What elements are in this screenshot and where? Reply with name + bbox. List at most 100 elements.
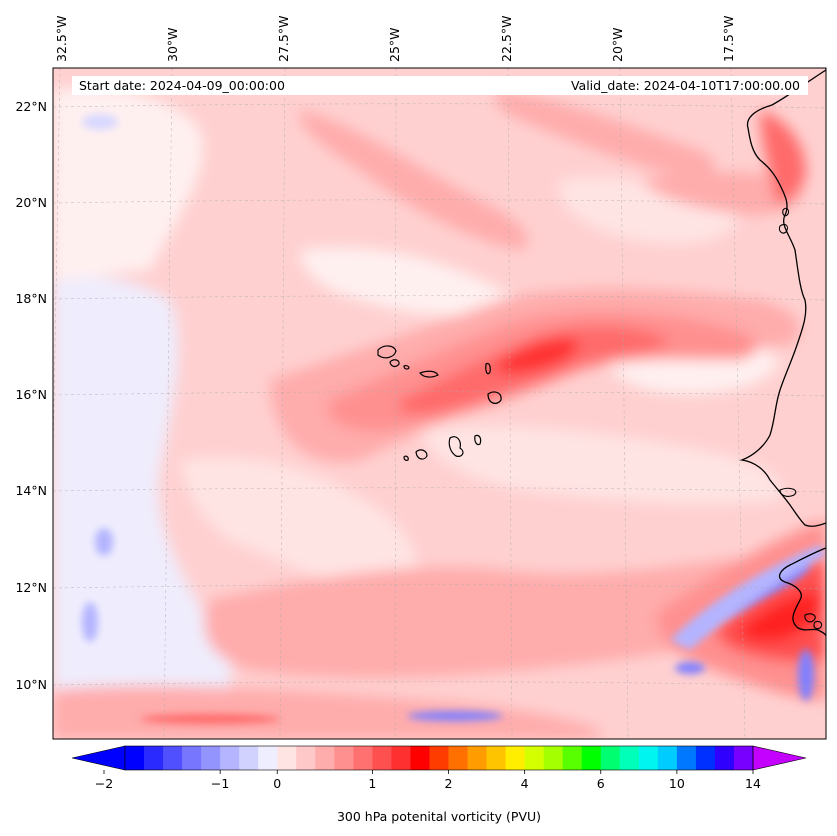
pv-low-region-west: [53, 276, 232, 716]
colorbar-segment: [125, 746, 145, 770]
colorbar-segment: [733, 746, 754, 770]
colorbar-segment: [657, 746, 678, 770]
island-maio: [474, 434, 482, 446]
pv-coast-strip: [760, 110, 806, 204]
map-frame: [52, 67, 827, 740]
colorbar-tick-label: −1: [211, 776, 229, 791]
lon-label: 27.5°W: [276, 16, 291, 62]
colorbar-segment: [144, 746, 164, 770]
pv-jet-core: [495, 337, 579, 374]
pv-contour-fills: [53, 87, 826, 739]
colorbar-over-arrow: [752, 745, 807, 771]
graticule: [53, 68, 826, 739]
island-santiago: [448, 436, 464, 457]
colorbar-segment: [182, 746, 202, 770]
lon-label: 25°W: [387, 27, 402, 62]
island-santo-antao: [377, 345, 397, 359]
lat-label: 18°N: [15, 291, 47, 306]
cape-verde-islands: [377, 345, 502, 461]
pv-negative-se-light: [670, 545, 826, 650]
lon-label: 22.5°W: [499, 16, 514, 62]
colorbar-segment: [676, 746, 697, 770]
colorbar-under-arrow: [71, 745, 126, 771]
colorbar-segment: [163, 746, 183, 770]
pv-very-light-west: [53, 87, 204, 280]
colorbar-segment: [201, 746, 221, 770]
colorbar-tick-label: 1: [368, 776, 376, 791]
pv-band-south: [204, 559, 797, 678]
colorbar-segment: [543, 746, 564, 770]
lon-label: 20°W: [610, 27, 625, 62]
island-boa-vista: [487, 391, 502, 404]
negative-pv-patches: [82, 114, 826, 724]
pv-band-north-1: [299, 110, 528, 250]
colorbar-segment: [277, 746, 297, 770]
pv-negative-south: [407, 711, 503, 721]
colorbar-segment: [467, 746, 487, 770]
lat-label: 14°N: [15, 483, 47, 498]
colorbar-ticks: −2 −1 0 1 2 4 6 10 14: [95, 770, 761, 791]
colorbar-segment: [353, 746, 373, 770]
gambia-outline: [779, 487, 797, 497]
lat-label: 20°N: [15, 195, 47, 210]
island-fogo: [415, 449, 428, 460]
colorbar-tick-label: 14: [745, 776, 761, 791]
bissagos-islands: [804, 613, 823, 630]
colorbar-segment: [562, 746, 583, 770]
coastline-south: [778, 547, 826, 637]
start-date-text: Start date: 2024-04-09_00:00:00: [79, 78, 285, 93]
lat-label: 16°N: [15, 387, 47, 402]
island-sao-nicolau: [419, 370, 439, 378]
colorbar-segment: [372, 746, 392, 770]
colorbar-title: 300 hPa potenital vorticity (PVU): [337, 809, 541, 824]
lat-label: 10°N: [15, 677, 47, 692]
colorbar-tick-label: −2: [95, 776, 113, 791]
colorbar: −2 −1 0 1 2 4 6 10 14 300 hPa potenital vorticit…: [71, 745, 807, 824]
colorbar-segment: [714, 746, 735, 770]
colorbar-segment: [600, 746, 621, 770]
longitude-labels: 32.5°W 30°W 27.5°W 25°W 22.5°W 20°W 17.5…: [54, 16, 736, 62]
colorbar-segment: [220, 746, 240, 770]
colorbar-segment: [334, 746, 354, 770]
island-santa-luzia: [403, 365, 410, 370]
island-sao-vicente: [389, 359, 400, 368]
colorbar-segment: [429, 746, 449, 770]
lon-label: 32.5°W: [54, 16, 69, 62]
pv-band-north-2: [495, 90, 715, 180]
lon-label: 17.5°W: [721, 16, 736, 62]
lat-label: 12°N: [15, 580, 47, 595]
island-sal: [485, 362, 491, 375]
valid-date-text: Valid_date: 2024-04-10T17:00:00.00: [571, 78, 800, 93]
pv-negative-east-small: [675, 662, 705, 674]
colorbar-tick-label: 10: [669, 776, 685, 791]
colorbar-segment: [619, 746, 640, 770]
colorbar-segment: [239, 746, 259, 770]
colorbar-segment: [581, 746, 602, 770]
pv-light-band-1: [180, 457, 418, 600]
colorbar-segment: [486, 746, 507, 770]
pv-jet-south-strip: [140, 714, 280, 724]
colorbar-segment: [258, 746, 278, 770]
lon-label: 30°W: [165, 27, 180, 62]
pv-negative-east-lower: [798, 649, 814, 701]
colorbar-segment: [695, 746, 716, 770]
map-area: [53, 68, 826, 739]
colorbar-segment: [410, 746, 430, 770]
pv-light-band-3: [300, 247, 520, 315]
pv-negative-west: [95, 528, 113, 556]
colorbar-segment: [315, 746, 335, 770]
pv-band-north-3: [640, 172, 803, 215]
lat-label: 22°N: [15, 99, 47, 114]
colorbar-tick-label: 2: [445, 776, 453, 791]
colorbar-tick-label: 4: [521, 776, 529, 791]
colorbar-segment: [524, 746, 545, 770]
island-brava: [403, 455, 409, 461]
colorbar-segment: [296, 746, 316, 770]
latitude-labels: 22°N 20°N 18°N 16°N 14°N 12°N 10°N: [15, 99, 47, 692]
pv-light-band-5: [559, 177, 740, 244]
colorbar-segment: [505, 746, 526, 770]
pv-negative-north: [82, 114, 118, 130]
pv-band-bottom: [53, 685, 600, 739]
colorbar-tick-label: 0: [273, 776, 281, 791]
